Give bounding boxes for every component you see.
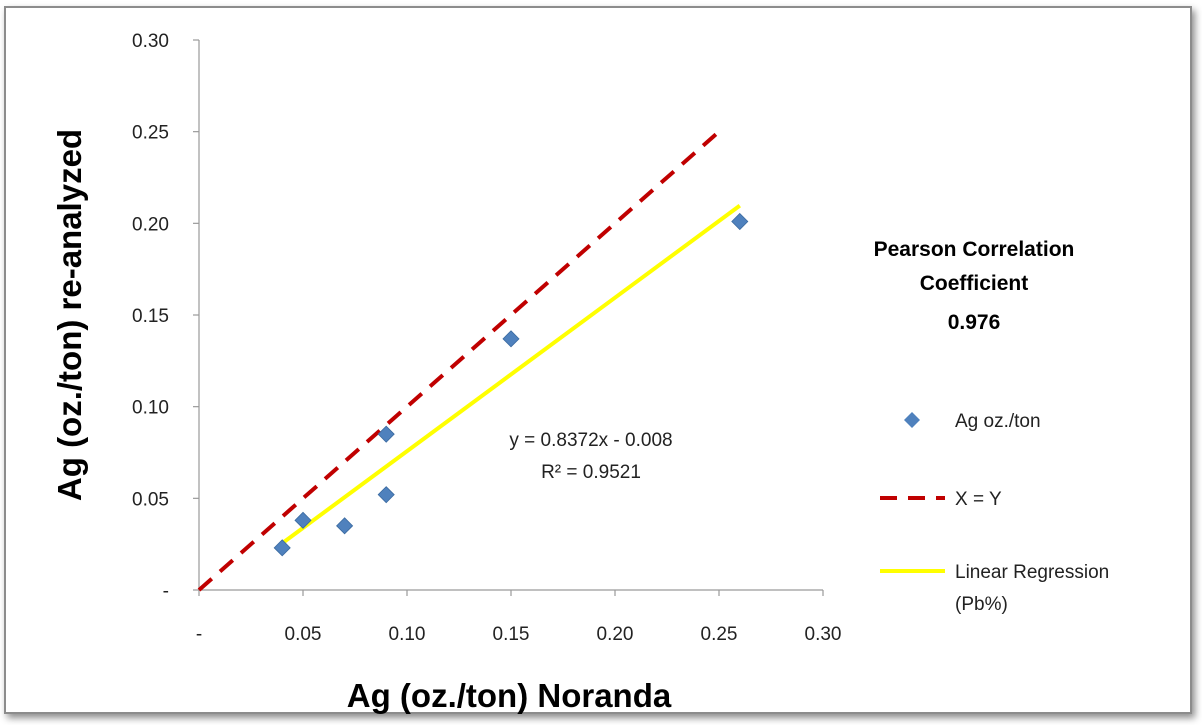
x-tick-label: 0.25 xyxy=(701,624,738,645)
y-tick-label: 0.25 xyxy=(132,123,169,144)
regression-equation: y = 0.8372x - 0.008 xyxy=(509,430,672,451)
series-lines xyxy=(197,130,741,592)
data-points xyxy=(273,212,749,557)
x-tick-label: 0.20 xyxy=(597,624,634,645)
y-tick-label: 0.10 xyxy=(132,398,169,419)
x-tick-label: - xyxy=(196,624,202,645)
legend: Ag oz./ton X = Y Linear Regression (Pb%) xyxy=(880,411,1109,615)
data-point xyxy=(336,517,354,535)
identity-line xyxy=(197,130,721,592)
legend-label: (Pb%) xyxy=(955,594,1008,615)
regression-line xyxy=(281,203,741,545)
x-tick-label: 0.30 xyxy=(805,624,842,645)
legend-item: Linear Regression (Pb%) xyxy=(880,562,1109,615)
y-tick-label: 0.05 xyxy=(132,489,169,510)
data-point xyxy=(377,425,395,443)
y-tick-label: 0.15 xyxy=(132,306,169,327)
legend-item: Ag oz./ton xyxy=(904,411,1041,432)
y-tick-label: - xyxy=(163,581,169,602)
x-axis-title: Ag (oz./ton) Noranda xyxy=(347,677,672,714)
annotation-line-2: Coefficient xyxy=(920,272,1029,295)
data-point xyxy=(377,486,395,504)
x-tick-label: 0.15 xyxy=(493,624,530,645)
legend-item: X = Y xyxy=(880,489,1002,510)
pearson-annotation: Pearson Correlation Coefficient 0.976 xyxy=(874,238,1075,334)
annotation-value: 0.976 xyxy=(948,311,1001,334)
regression-label: y = 0.8372x - 0.008 R² = 0.9521 xyxy=(509,430,672,483)
y-axis-title: Ag (oz./ton) re-analyzed xyxy=(51,129,88,501)
legend-label: X = Y xyxy=(955,489,1002,510)
x-tick-label: 0.10 xyxy=(389,624,426,645)
annotation-line-1: Pearson Correlation xyxy=(874,238,1075,261)
data-point xyxy=(731,212,749,231)
r-squared-label: R² = 0.9521 xyxy=(541,462,641,483)
x-tick-label: 0.05 xyxy=(285,624,322,645)
data-point xyxy=(502,330,520,348)
data-point xyxy=(273,539,291,557)
y-tick-label: 0.20 xyxy=(132,214,169,235)
chart-frame xyxy=(4,6,1192,714)
y-tick-label: 0.30 xyxy=(132,31,169,52)
data-point xyxy=(294,511,312,529)
legend-marker xyxy=(904,412,920,428)
legend-label: Ag oz./ton xyxy=(955,411,1041,432)
legend-label: Linear Regression xyxy=(955,562,1109,583)
axes: - 0.05 0.10 0.15 0.20 0.25 0.30 - 0.05 0.10 0.15 0.… xyxy=(132,31,841,645)
